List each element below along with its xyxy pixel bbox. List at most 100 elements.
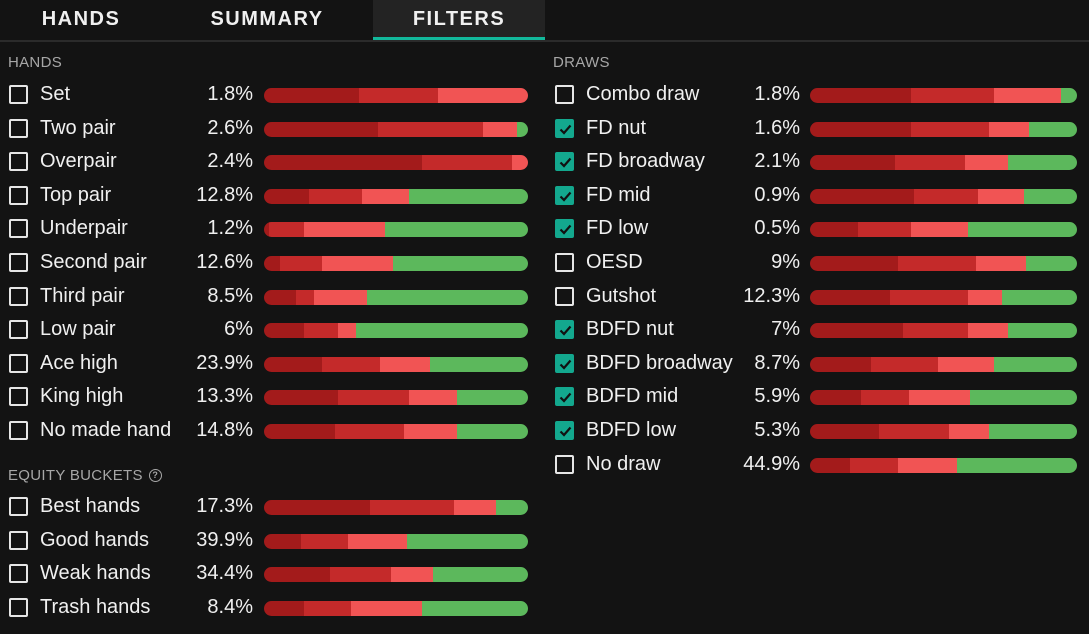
- checkbox[interactable]: [555, 152, 574, 172]
- filter-label: Set: [40, 83, 71, 105]
- filter-label: Combo draw: [586, 83, 700, 105]
- filter-row-low-pair[interactable]: Low pair 6%: [9, 314, 529, 348]
- filter-row-weak-hands[interactable]: Weak hands 34.4%: [9, 558, 529, 592]
- filter-row-third-pair[interactable]: Third pair 8.5%: [9, 281, 529, 315]
- checkbox[interactable]: [555, 387, 574, 407]
- bar-segment-1: [264, 188, 309, 204]
- filter-row-trash-hands[interactable]: Trash hands 8.4%: [9, 592, 529, 626]
- bar-segment-1: [264, 121, 378, 137]
- bar-segment-2: [303, 323, 338, 339]
- checkbox[interactable]: [9, 219, 28, 239]
- bar-segment-1: [264, 88, 360, 103]
- filter-row-bdfd-nut[interactable]: BDFD nut 7%: [555, 314, 1077, 348]
- checkbox[interactable]: [9, 118, 28, 138]
- equity-distribution-bar: [810, 255, 1077, 271]
- bar-segment-2: [858, 222, 912, 238]
- tab-summary[interactable]: SUMMARY: [210, 8, 324, 30]
- checkbox[interactable]: [555, 454, 574, 474]
- bar-segment-3: [964, 155, 1008, 171]
- bar-segment-2: [911, 88, 995, 103]
- filter-row-underpair[interactable]: Underpair 1.2%: [9, 213, 529, 247]
- checkbox[interactable]: [9, 530, 28, 550]
- bar-segment-2: [322, 356, 381, 372]
- filter-row-combo-draw[interactable]: Combo draw 1.8%: [555, 79, 1077, 113]
- bar-segment-4: [385, 222, 528, 238]
- question-circle-icon[interactable]: ?: [148, 469, 162, 482]
- filter-row-two-pair[interactable]: Two pair 2.6%: [9, 113, 529, 147]
- filter-row-ace-high[interactable]: Ace high 23.9%: [9, 348, 529, 382]
- filter-row-fd-mid[interactable]: FD mid 0.9%: [555, 180, 1077, 214]
- bar-segment-2: [895, 155, 965, 171]
- equity-distribution-bar: [264, 88, 528, 103]
- filter-percentage: 1.8%: [754, 83, 800, 105]
- bar-segment-3: [911, 222, 968, 238]
- filter-row-no-made-hand[interactable]: No made hand 14.8%: [9, 415, 529, 449]
- filter-row-fd-low[interactable]: FD low 0.5%: [555, 213, 1077, 247]
- filter-percentage: 5.9%: [754, 385, 800, 408]
- checkbox[interactable]: [9, 85, 28, 104]
- filter-label: Overpair: [40, 150, 117, 173]
- checkbox[interactable]: [9, 497, 28, 516]
- checkbox[interactable]: [555, 118, 574, 138]
- checkbox[interactable]: [555, 353, 574, 373]
- checkbox[interactable]: [9, 597, 28, 617]
- bar-segment-2: [330, 567, 391, 583]
- filter-row-king-high[interactable]: King high 13.3%: [9, 381, 529, 415]
- filter-row-top-pair[interactable]: Top pair 12.8%: [9, 180, 529, 214]
- tab-filters[interactable]: FILTERS: [373, 0, 545, 40]
- bar-segment-2: [369, 500, 455, 515]
- filter-row-good-hands[interactable]: Good hands 39.9%: [9, 525, 529, 559]
- checkbox[interactable]: [555, 320, 574, 340]
- filter-row-overpair[interactable]: Overpair 2.4%: [9, 146, 529, 180]
- checkbox[interactable]: [9, 152, 28, 172]
- checkbox[interactable]: [9, 387, 28, 407]
- filter-row-bdfd-low[interactable]: BDFD low 5.3%: [555, 415, 1077, 449]
- filter-percentage: 8.5%: [207, 284, 253, 307]
- bar-segment-2: [879, 423, 949, 439]
- checkbox[interactable]: [9, 252, 28, 272]
- checkbox[interactable]: [555, 252, 574, 272]
- checkbox[interactable]: [9, 353, 28, 373]
- bar-segment-3: [361, 188, 410, 204]
- checkbox[interactable]: [9, 185, 28, 205]
- bar-segment-4: [1023, 188, 1077, 204]
- filter-row-bdfd-mid[interactable]: BDFD mid 5.9%: [555, 381, 1077, 415]
- filter-percentage: 6%: [224, 318, 253, 341]
- tab-bar: HANDS SUMMARY FILTERS: [0, 0, 1089, 42]
- checkbox[interactable]: [555, 85, 574, 104]
- filter-row-set[interactable]: Set 1.8%: [9, 79, 529, 113]
- filter-percentage: 5.3%: [754, 418, 800, 441]
- filter-row-oesd[interactable]: OESD 9%: [555, 247, 1077, 281]
- equity-distribution-bar: [810, 88, 1077, 103]
- checkbox[interactable]: [9, 420, 28, 440]
- bar-segment-3: [380, 356, 431, 372]
- equity-distribution-bar: [264, 222, 528, 238]
- filter-row-second-pair[interactable]: Second pair 12.6%: [9, 247, 529, 281]
- bar-segment-1: [264, 323, 304, 339]
- checkmark-icon: [559, 426, 572, 437]
- bar-segment-3: [988, 121, 1029, 137]
- bar-segment-3: [390, 567, 433, 583]
- filter-row-best-hands[interactable]: Best hands 17.3%: [9, 491, 529, 525]
- equity-distribution-bar: [264, 356, 528, 372]
- checkbox[interactable]: [555, 185, 574, 205]
- filter-label: Low pair: [40, 318, 116, 341]
- bar-segment-4: [956, 457, 1077, 473]
- checkbox[interactable]: [555, 219, 574, 239]
- filter-row-fd-broadway[interactable]: FD broadway 2.1%: [555, 146, 1077, 180]
- checkbox[interactable]: [9, 320, 28, 340]
- checkbox[interactable]: [9, 564, 28, 584]
- checkbox[interactable]: [9, 286, 28, 306]
- filter-row-fd-nut[interactable]: FD nut 1.6%: [555, 113, 1077, 147]
- bar-segment-2: [308, 188, 362, 204]
- filter-label: BDFD mid: [586, 385, 679, 408]
- filter-row-bdfd-broadway[interactable]: BDFD broadway 8.7%: [555, 348, 1077, 382]
- filter-row-no-draw[interactable]: No draw 44.9%: [555, 449, 1077, 483]
- checkbox[interactable]: [555, 286, 574, 306]
- bar-segment-1: [810, 423, 880, 439]
- tab-hands[interactable]: HANDS: [41, 8, 121, 30]
- checkbox[interactable]: [555, 420, 574, 440]
- filter-label: Top pair: [40, 183, 112, 206]
- bar-segment-2: [903, 323, 968, 339]
- filter-row-gutshot[interactable]: Gutshot 12.3%: [555, 281, 1077, 315]
